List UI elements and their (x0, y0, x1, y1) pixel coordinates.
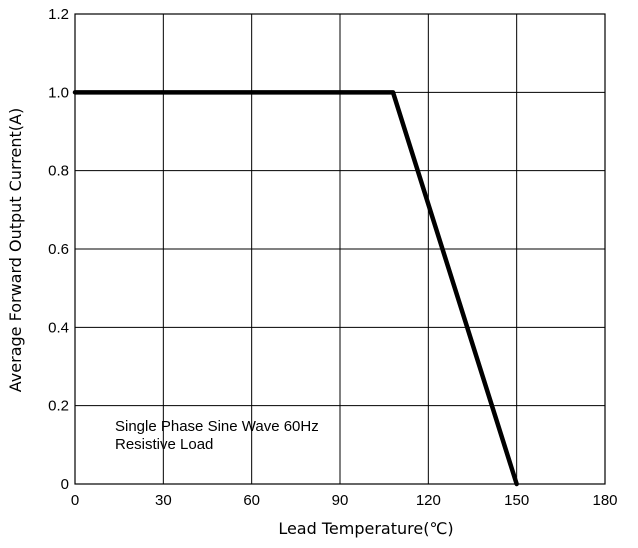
derating-series-line (72, 90, 519, 487)
annotation-resistive-load: Resistive Load (115, 436, 213, 453)
x-tick-label: 0 (71, 492, 79, 509)
y-tick-labels: 0 0.2 0.4 0.6 0.8 1.0 1.2 (48, 6, 69, 493)
y-axis-title: Average Forward Output Current(A) (6, 108, 25, 392)
x-axis-title: Lead Temperature(℃) (278, 519, 453, 538)
annotation-single-phase: Single Phase Sine Wave 60Hz (115, 418, 319, 435)
plot-frame (74, 13, 606, 485)
grid-lines (74, 13, 606, 485)
y-tick-label: 0.2 (48, 398, 69, 415)
x-tick-label: 30 (155, 492, 172, 509)
y-tick-label: 1.2 (48, 6, 69, 23)
x-tick-label: 90 (332, 492, 349, 509)
y-tick-label: 0.6 (48, 241, 69, 258)
y-tick-label: 0.8 (48, 163, 69, 180)
series-layer (72, 90, 519, 487)
x-tick-label: 180 (592, 492, 617, 509)
y-tick-label: 0.4 (48, 319, 69, 336)
y-tick-label: 0 (61, 476, 69, 493)
x-tick-label: 150 (504, 492, 529, 509)
x-tick-label: 60 (243, 492, 260, 509)
x-tick-label: 120 (416, 492, 441, 509)
x-tick-labels: 0 30 60 90 120 150 180 (71, 492, 618, 509)
y-tick-label: 1.0 (48, 84, 69, 101)
